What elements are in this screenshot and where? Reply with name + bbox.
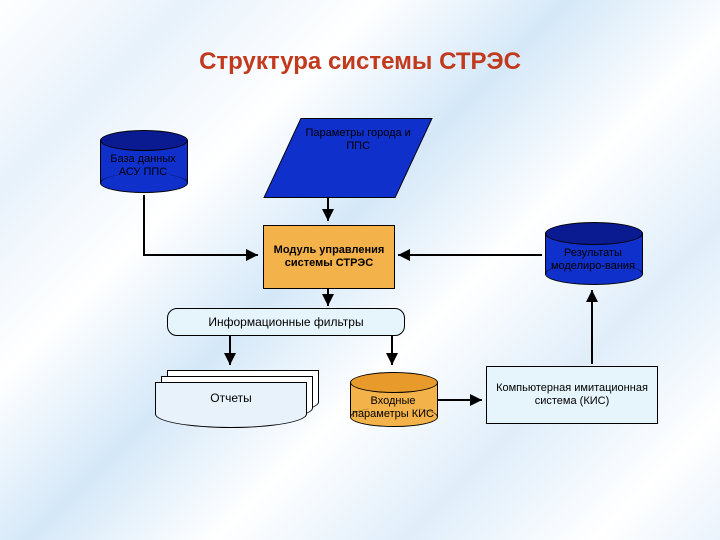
- cylinder-top: [350, 372, 438, 393]
- node-kis-box: Компьютерная имитационная система (КИС): [486, 366, 658, 424]
- cylinder-top: [100, 130, 188, 151]
- node-label: Отчеты: [156, 391, 306, 405]
- cylinder-top: [545, 222, 643, 245]
- page-title: Структура системы СТРЭС: [0, 48, 720, 76]
- page-title-text: Структура системы СТРЭС: [199, 48, 521, 75]
- node-results: Результаты моделиро-вания: [545, 222, 641, 284]
- node-params-city-pps: Параметры города и ППС: [263, 118, 432, 198]
- node-label: Компьютерная имитационная система (КИС): [487, 382, 657, 408]
- doc-front: Отчеты: [155, 382, 307, 428]
- node-label: Входные параметры КИС: [350, 395, 436, 420]
- node-reports: Отчеты: [155, 370, 317, 426]
- node-info-filters: Информационные фильтры: [167, 308, 405, 336]
- node-label: Модуль управления системы СТРЭС: [264, 244, 394, 270]
- node-label: Результаты моделиро-вания: [545, 247, 641, 272]
- node-label: Информационные фильтры: [208, 315, 363, 329]
- edge-db-asu-pps-to-control-module: [144, 195, 258, 255]
- node-label: База данных АСУ ППС: [100, 153, 186, 178]
- node-kis-input: Входные параметры КИС: [350, 372, 436, 426]
- node-db-asu-pps: База данных АСУ ППС: [100, 130, 186, 192]
- node-control-module: Модуль управления системы СТРЭС: [263, 225, 395, 289]
- node-label: Параметры города и ППС: [293, 119, 423, 153]
